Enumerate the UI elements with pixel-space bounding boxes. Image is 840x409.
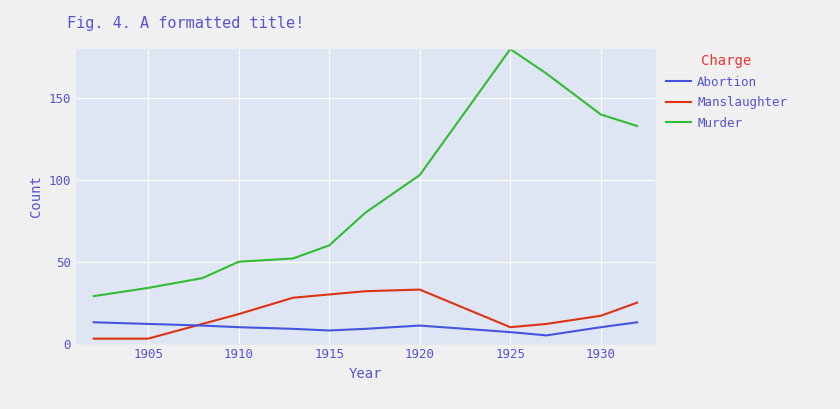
Y-axis label: Count: Count (29, 175, 43, 217)
Legend: Abortion, Manslaughter, Murder: Abortion, Manslaughter, Murder (661, 49, 792, 135)
X-axis label: Year: Year (349, 367, 382, 381)
Text: Fig. 4. A formatted title!: Fig. 4. A formatted title! (67, 16, 304, 31)
